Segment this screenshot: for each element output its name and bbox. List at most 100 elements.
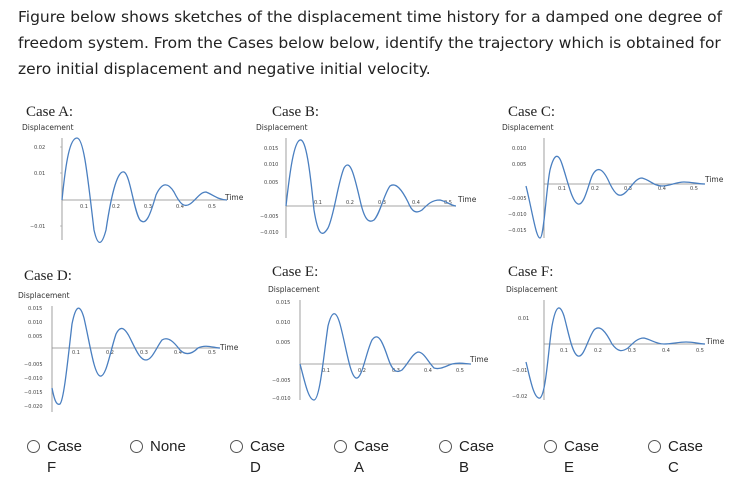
x-axis-label: Time bbox=[705, 337, 725, 346]
option-label: Case A bbox=[354, 438, 390, 476]
x-tick: 0.4 bbox=[174, 350, 182, 356]
y-axis-label: Displacement bbox=[22, 123, 74, 132]
case-a-plot: Case A: Displacement 0.02 0.01 −0.01 0.1… bbox=[22, 104, 257, 264]
y-tick: −0.010 bbox=[272, 396, 291, 402]
y-tick: −0.015 bbox=[508, 228, 527, 234]
option-label: Case C bbox=[668, 438, 704, 476]
x-tick: 0.3 bbox=[140, 350, 148, 356]
y-axis-label: Displacement bbox=[268, 285, 320, 294]
radio-button[interactable] bbox=[648, 440, 661, 453]
x-tick: 0.4 bbox=[412, 200, 420, 206]
radio-button[interactable] bbox=[230, 440, 243, 453]
option-case-a[interactable]: Case A bbox=[334, 436, 402, 478]
y-tick: 0.015 bbox=[276, 300, 290, 306]
option-case-b[interactable]: Case B bbox=[439, 436, 507, 478]
y-tick: −0.01 bbox=[30, 224, 45, 230]
x-tick: 0.2 bbox=[346, 200, 354, 206]
x-tick: 0.1 bbox=[560, 348, 568, 354]
x-tick: 0.5 bbox=[208, 350, 216, 356]
case-f-plot: Case F: Displacement 0.01 −0.01 −0.02 0.… bbox=[500, 264, 735, 424]
displacement-curve bbox=[61, 137, 228, 244]
x-tick: 0.3 bbox=[144, 204, 152, 210]
y-tick: −0.020 bbox=[24, 404, 43, 410]
x-tick: 0.4 bbox=[424, 368, 432, 374]
option-label: None bbox=[150, 438, 186, 455]
case-title: Case C: bbox=[508, 104, 556, 120]
y-axis-label: Displacement bbox=[502, 123, 554, 132]
y-tick: −0.01 bbox=[512, 368, 527, 374]
x-tick: 0.1 bbox=[558, 186, 566, 192]
case-title: Case A: bbox=[26, 104, 74, 120]
case-title: Case D: bbox=[24, 268, 72, 284]
answer-options: Case F None Case D Case A Case B Case E … bbox=[0, 436, 753, 496]
y-tick: 0.02 bbox=[34, 145, 45, 151]
y-tick: 0.005 bbox=[512, 162, 526, 168]
y-tick: 0.005 bbox=[28, 334, 42, 340]
y-tick: −0.005 bbox=[260, 214, 279, 220]
y-tick: −0.015 bbox=[24, 390, 43, 396]
y-tick: 0.015 bbox=[264, 146, 278, 152]
option-label: Case E bbox=[564, 438, 600, 476]
case-title: Case F: bbox=[508, 264, 554, 280]
radio-button[interactable] bbox=[334, 440, 347, 453]
y-tick: −0.010 bbox=[508, 212, 527, 218]
case-title: Case E: bbox=[272, 264, 319, 280]
case-title: Case B: bbox=[272, 104, 320, 120]
y-tick: 0.010 bbox=[276, 320, 290, 326]
radio-button[interactable] bbox=[27, 440, 40, 453]
x-axis-label: Time bbox=[704, 175, 724, 184]
option-none[interactable]: None bbox=[130, 436, 198, 457]
x-tick: 0.5 bbox=[690, 186, 698, 192]
y-tick: −0.005 bbox=[24, 362, 43, 368]
displacement-curve bbox=[525, 307, 706, 399]
x-tick: 0.3 bbox=[628, 348, 636, 354]
radio-button[interactable] bbox=[130, 440, 143, 453]
x-tick: 0.5 bbox=[456, 368, 464, 374]
x-tick: 0.4 bbox=[662, 348, 670, 354]
radio-button[interactable] bbox=[544, 440, 557, 453]
x-tick: 0.1 bbox=[322, 368, 330, 374]
y-axis-label: Displacement bbox=[506, 285, 558, 294]
option-case-d[interactable]: Case D bbox=[230, 436, 298, 478]
option-case-e[interactable]: Case E bbox=[544, 436, 612, 478]
x-tick: 0.4 bbox=[658, 186, 666, 192]
y-tick: 0.01 bbox=[34, 171, 45, 177]
displacement-curve bbox=[299, 313, 472, 401]
x-tick: 0.2 bbox=[594, 348, 602, 354]
x-tick: 0.1 bbox=[80, 204, 88, 210]
option-case-f[interactable]: Case F bbox=[27, 436, 95, 478]
option-label: Case D bbox=[250, 438, 286, 476]
case-c-plot: Case C: Displacement 0.010 0.005 −0.005 … bbox=[500, 104, 735, 264]
y-tick: 0.005 bbox=[276, 340, 290, 346]
option-case-c[interactable]: Case C bbox=[648, 436, 716, 478]
x-tick: 0.2 bbox=[591, 186, 599, 192]
x-axis-label: Time bbox=[219, 343, 239, 352]
y-tick: −0.010 bbox=[24, 376, 43, 382]
y-tick: 0.010 bbox=[264, 162, 278, 168]
x-tick: 0.4 bbox=[176, 204, 184, 210]
displacement-curve bbox=[285, 139, 457, 234]
case-d-plot: Case D: Displacement 0.015 0.010 0.005 −… bbox=[18, 268, 255, 428]
x-tick: 0.5 bbox=[208, 204, 216, 210]
y-tick: −0.02 bbox=[512, 394, 527, 400]
radio-button[interactable] bbox=[439, 440, 452, 453]
y-tick: −0.010 bbox=[260, 230, 279, 236]
case-e-plot: Case E: Displacement 0.015 0.010 0.005 −… bbox=[256, 264, 491, 424]
option-label: Case B bbox=[459, 438, 495, 476]
x-tick: 0.1 bbox=[314, 200, 322, 206]
y-tick: 0.010 bbox=[28, 320, 42, 326]
displacement-curve bbox=[51, 307, 221, 405]
y-tick: 0.010 bbox=[512, 146, 526, 152]
x-axis-label: Time bbox=[224, 193, 244, 202]
y-tick: −0.005 bbox=[272, 378, 291, 384]
x-tick: 0.2 bbox=[112, 204, 120, 210]
x-tick: 0.1 bbox=[72, 350, 80, 356]
y-tick: 0.005 bbox=[264, 180, 278, 186]
y-tick: 0.01 bbox=[518, 316, 529, 322]
y-axis-label: Displacement bbox=[18, 291, 70, 300]
x-axis-label: Time bbox=[469, 355, 489, 364]
question-text: Figure below shows sketches of the displ… bbox=[18, 8, 723, 78]
x-axis-label: Time bbox=[457, 195, 477, 204]
x-tick: 0.5 bbox=[696, 348, 704, 354]
y-axis-label: Displacement bbox=[256, 123, 308, 132]
